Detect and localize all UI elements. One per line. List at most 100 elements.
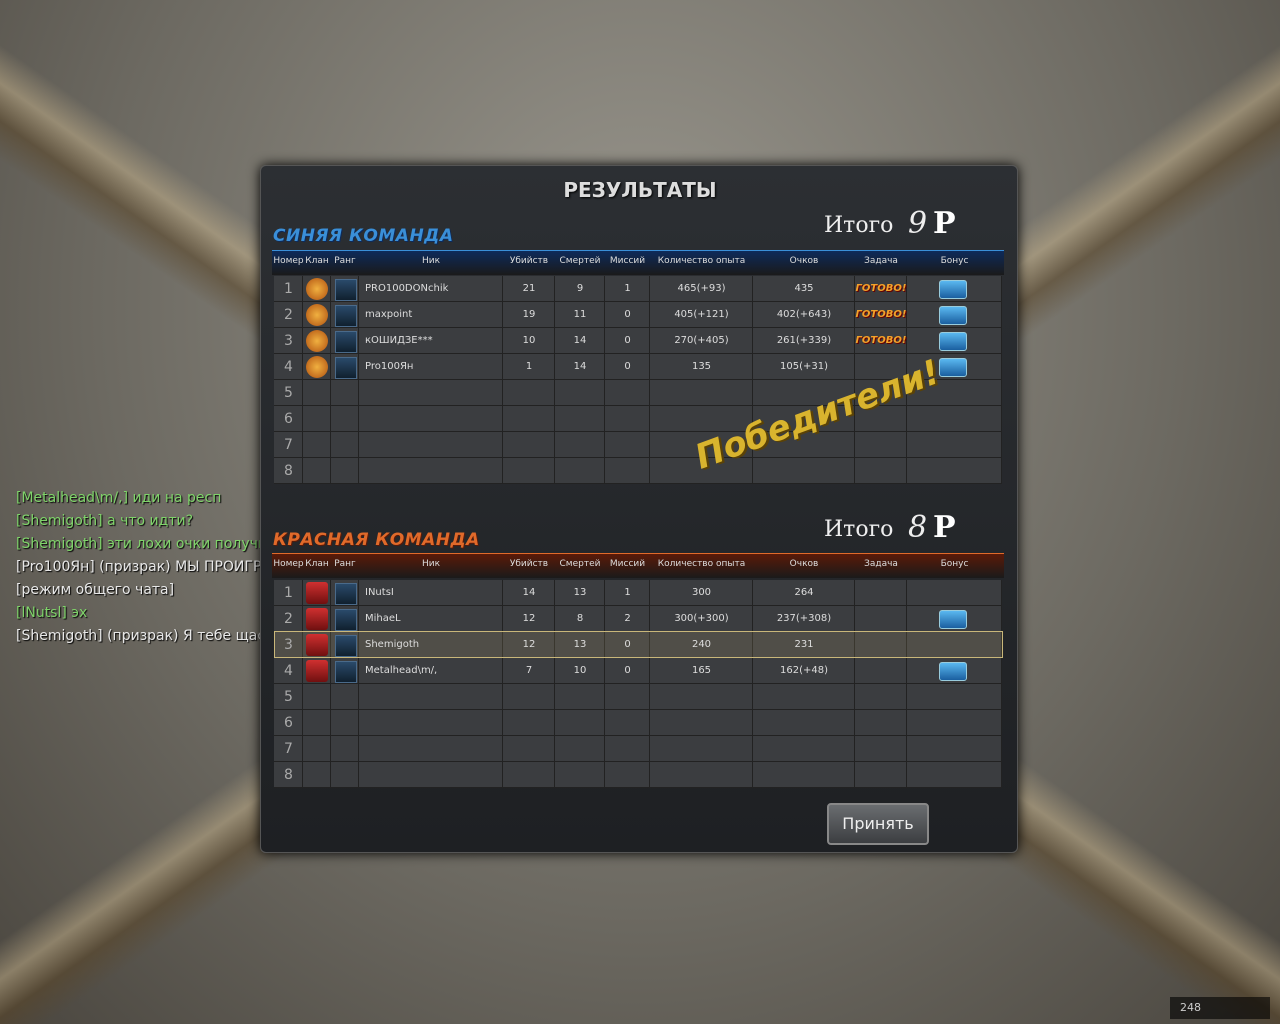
column-header: Количество опыта — [657, 559, 746, 569]
table-cell — [855, 606, 907, 632]
table-cell — [331, 432, 359, 458]
clan-icon — [306, 304, 328, 326]
table-cell — [555, 328, 605, 354]
row-number: 4 — [284, 359, 293, 375]
clan-icon — [306, 356, 328, 378]
table-cell — [605, 432, 650, 458]
stat-deaths: 8 — [576, 613, 584, 624]
ammo-counter: 248 — [1170, 997, 1270, 1019]
stat-missions: 0 — [624, 335, 631, 346]
total-label: Итого — [824, 517, 894, 542]
table-cell — [503, 276, 555, 302]
table-cell — [503, 354, 555, 380]
table-cell — [274, 406, 303, 432]
table-cell — [359, 328, 503, 354]
table-cell — [303, 380, 331, 406]
table-cell — [855, 380, 907, 406]
stat-nick: INutsI — [365, 587, 394, 598]
table-cell — [855, 302, 907, 328]
table-cell — [555, 736, 605, 762]
table-cell — [650, 354, 753, 380]
table-cell — [274, 736, 303, 762]
table-cell — [555, 580, 605, 606]
stat-kills: 12 — [522, 639, 536, 650]
table-cell — [650, 580, 753, 606]
table-cell — [907, 762, 1002, 788]
rank-icon — [335, 635, 357, 657]
table-cell — [650, 302, 753, 328]
stat-deaths: 13 — [573, 587, 587, 598]
rank-icon — [335, 331, 357, 353]
table-cell — [274, 302, 303, 328]
table-cell — [359, 406, 503, 432]
table-cell — [359, 684, 503, 710]
table-cell — [359, 380, 503, 406]
table-cell — [855, 328, 907, 354]
stat-points: 162(+48) — [780, 665, 828, 676]
table-cell — [605, 302, 650, 328]
column-header: Убийств — [509, 256, 549, 266]
stat-experience: 300 — [691, 587, 712, 598]
table-cell — [303, 736, 331, 762]
stat-kills: 14 — [522, 587, 536, 598]
stat-nick: Pro100Ян — [365, 361, 414, 372]
table-cell — [650, 684, 753, 710]
chat-line: [lNutsl] эх — [16, 605, 88, 621]
rank-icon — [335, 661, 357, 683]
table-cell — [855, 580, 907, 606]
table-cell — [274, 328, 303, 354]
bonus-icon — [939, 662, 967, 681]
table-cell — [274, 580, 303, 606]
accept-button[interactable]: Принять — [827, 803, 929, 845]
row-number: 6 — [284, 411, 293, 427]
column-header: Миссий — [609, 559, 646, 569]
stat-missions: 1 — [624, 283, 631, 294]
table-cell — [274, 380, 303, 406]
table-cell — [331, 710, 359, 736]
row-number: 1 — [284, 281, 293, 297]
column-header: Ранг — [334, 559, 356, 569]
stat-kills: 1 — [525, 361, 533, 372]
stat-experience: 270(+405) — [674, 335, 729, 346]
stat-task: ГОТОВО! — [855, 309, 907, 320]
stat-points: 261(+339) — [776, 335, 832, 346]
stat-missions: 2 — [624, 613, 631, 624]
table-cell — [650, 406, 753, 432]
table-cell — [650, 432, 753, 458]
table-cell — [359, 302, 503, 328]
table-cell — [855, 276, 907, 302]
column-header: Задача — [864, 256, 898, 266]
table-cell — [907, 380, 1002, 406]
column-header: Клан — [305, 256, 329, 266]
table-cell — [274, 276, 303, 302]
table-cell — [303, 684, 331, 710]
table-cell — [650, 606, 753, 632]
table-cell — [907, 580, 1002, 606]
column-header: Бонус — [940, 256, 969, 266]
stat-nick: MihaeL — [365, 613, 401, 624]
table-cell — [605, 710, 650, 736]
column-header: Номер — [273, 256, 304, 266]
table-cell — [274, 684, 303, 710]
table-cell — [650, 658, 753, 684]
column-header: Очков — [789, 559, 819, 569]
selected-row — [274, 631, 1003, 658]
table-cell — [503, 658, 555, 684]
row-number: 3 — [284, 333, 293, 349]
column-header: Миссий — [609, 256, 646, 266]
rank-icon — [335, 583, 357, 605]
table-cell — [855, 710, 907, 736]
row-number: 7 — [284, 741, 293, 757]
table-cell — [753, 380, 855, 406]
rank-icon — [335, 609, 357, 631]
table-cell — [907, 432, 1002, 458]
stat-points: 237(+308) — [776, 613, 832, 624]
column-header: Убийств — [509, 559, 549, 569]
table-cell — [359, 736, 503, 762]
column-header: Задача — [864, 559, 898, 569]
clan-icon — [306, 582, 328, 604]
chat-line: [Shemigoth] эти лохи очки получили — [16, 536, 286, 552]
table-cell — [331, 380, 359, 406]
bonus-icon — [939, 610, 967, 629]
